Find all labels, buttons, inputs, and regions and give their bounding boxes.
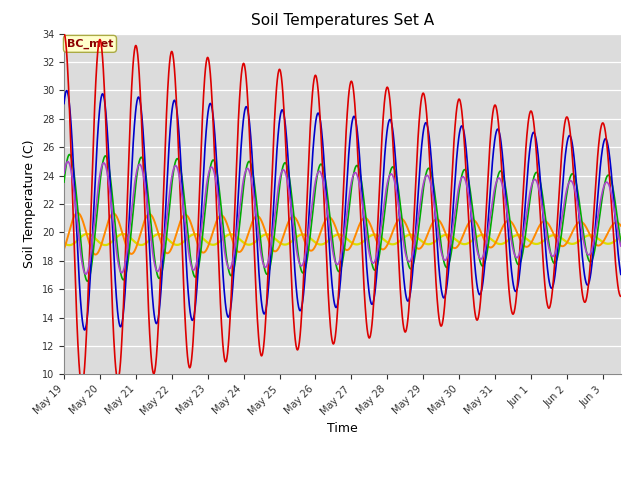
Text: BC_met: BC_met [67,39,113,49]
X-axis label: Time: Time [327,422,358,435]
Y-axis label: Soil Temperature (C): Soil Temperature (C) [23,140,36,268]
Legend: -2cm, -4cm, -8cm, -16cm, -32cm, Theta_Temp: -2cm, -4cm, -8cm, -16cm, -32cm, Theta_Te… [108,476,577,480]
Title: Soil Temperatures Set A: Soil Temperatures Set A [251,13,434,28]
